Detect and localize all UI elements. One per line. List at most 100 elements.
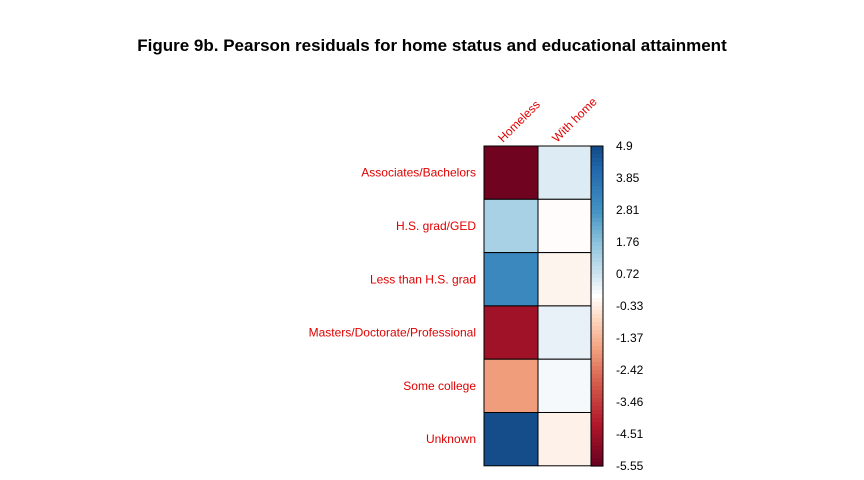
- colorbar-segment: [591, 358, 603, 363]
- colorbar-segment: [591, 214, 603, 219]
- column-label: Homeless: [495, 97, 543, 145]
- colorbar-tick-label: 1.76: [616, 235, 640, 249]
- colorbar-segment: [591, 430, 603, 435]
- row-labels: Associates/Bachelors H.S. grad/GED Less th…: [309, 166, 477, 447]
- colorbar-segment: [591, 258, 603, 263]
- colorbar-segment: [591, 218, 603, 223]
- heatmap-cell: [483, 252, 539, 307]
- colorbar-segment: [591, 382, 603, 387]
- colorbar-segment: [591, 338, 603, 343]
- colorbar-segment: [591, 318, 603, 323]
- colorbar-segment: [591, 446, 603, 451]
- colorbar-segment: [591, 418, 603, 423]
- colorbar-segment: [591, 182, 603, 187]
- colorbar-segment: [591, 202, 603, 207]
- colorbar-segment: [591, 454, 603, 459]
- colorbar-segment: [591, 250, 603, 255]
- colorbar-segment: [591, 434, 603, 439]
- colorbar-segment: [591, 450, 603, 455]
- colorbar-segment: [591, 290, 603, 295]
- colorbar-tick-label: -3.46: [616, 395, 644, 409]
- colorbar-segment: [591, 206, 603, 211]
- colorbar-segment: [591, 170, 603, 175]
- colorbar-segment: [591, 306, 603, 311]
- heatmap-cells: [483, 145, 593, 467]
- colorbar-segment: [591, 194, 603, 199]
- heatmap-cell: [537, 198, 593, 254]
- heatmap-cell: [537, 252, 593, 307]
- colorbar-segment: [591, 390, 603, 395]
- colorbar-segment: [591, 346, 603, 351]
- chart-title: Figure 9b. Pearson residuals for home st…: [137, 36, 727, 55]
- colorbar-segment: [591, 330, 603, 335]
- colorbar-segment: [591, 162, 603, 167]
- colorbar-segment: [591, 462, 603, 467]
- heatmap-cell: [483, 305, 539, 360]
- colorbar-segment: [591, 410, 603, 415]
- colorbar-tick-label: 0.72: [616, 267, 640, 281]
- colorbar-segment: [591, 246, 603, 251]
- row-label: Less than H.S. grad: [370, 272, 476, 286]
- colorbar-tick-label: -4.51: [616, 427, 644, 441]
- colorbar-segment: [591, 158, 603, 163]
- colorbar-segment: [591, 374, 603, 379]
- colorbar-segment: [591, 238, 603, 243]
- heatmap-cell: [537, 305, 593, 360]
- colorbar-tick-label: -2.42: [616, 363, 644, 377]
- colorbar-segment: [591, 334, 603, 339]
- colorbar-segment: [591, 154, 603, 159]
- colorbar-segment: [591, 186, 603, 191]
- colorbar-segment: [591, 262, 603, 267]
- heatmap-cell: [483, 412, 539, 467]
- colorbar-segment: [591, 226, 603, 231]
- colorbar-segment: [591, 366, 603, 371]
- colorbar-segment: [591, 322, 603, 327]
- colorbar-segment: [591, 386, 603, 391]
- row-label: Unknown: [426, 432, 476, 446]
- colorbar-segment: [591, 286, 603, 291]
- colorbar-segment: [591, 174, 603, 179]
- colorbar-segment: [591, 210, 603, 215]
- colorbar-segment: [591, 394, 603, 399]
- colorbar-segment: [591, 234, 603, 239]
- colorbar-segment: [591, 326, 603, 331]
- colorbar-segment: [591, 274, 603, 279]
- colorbar-segment: [591, 190, 603, 195]
- colorbar-segment: [591, 254, 603, 259]
- colorbar-segment: [591, 278, 603, 283]
- colorbar-segment: [591, 298, 603, 303]
- colorbar-segment: [591, 302, 603, 307]
- colorbar-tick-label: 4.9: [616, 139, 633, 153]
- heatmap-cell: [483, 145, 539, 200]
- colorbar-segment: [591, 294, 603, 299]
- colorbar: 4.9 3.85 2.81 1.76 0.72 -0.33 -1.37 -2.42 -3.46 -…: [590, 139, 644, 473]
- colorbar-segment: [591, 242, 603, 247]
- colorbar-segment: [591, 370, 603, 375]
- colorbar-segment: [591, 266, 603, 271]
- colorbar-segment: [591, 398, 603, 403]
- colorbar-segment: [591, 282, 603, 287]
- colorbar-segment: [591, 166, 603, 171]
- colorbar-segment: [591, 342, 603, 347]
- colorbar-tick-label: -5.55: [616, 459, 644, 473]
- colorbar-segment: [591, 406, 603, 411]
- colorbar-segment: [591, 362, 603, 367]
- colorbar-tick-label: 2.81: [616, 203, 640, 217]
- colorbar-segment: [591, 458, 603, 463]
- colorbar-segment: [591, 354, 603, 359]
- row-label: H.S. grad/GED: [396, 219, 476, 233]
- colorbar-border: [590, 145, 604, 467]
- colorbar-segment: [591, 422, 603, 427]
- colorbar-segment: [591, 222, 603, 227]
- colorbar-segment: [591, 378, 603, 383]
- colorbar-segment: [591, 310, 603, 315]
- colorbar-segment: [591, 230, 603, 235]
- colorbar-segment: [591, 314, 603, 319]
- colorbar-segment: [591, 150, 603, 155]
- colorbar-segment: [591, 438, 603, 443]
- heatmap-cell: [483, 198, 539, 254]
- colorbar-segment: [591, 178, 603, 183]
- colorbar-segment: [591, 426, 603, 431]
- colorbar-segment: [591, 350, 603, 355]
